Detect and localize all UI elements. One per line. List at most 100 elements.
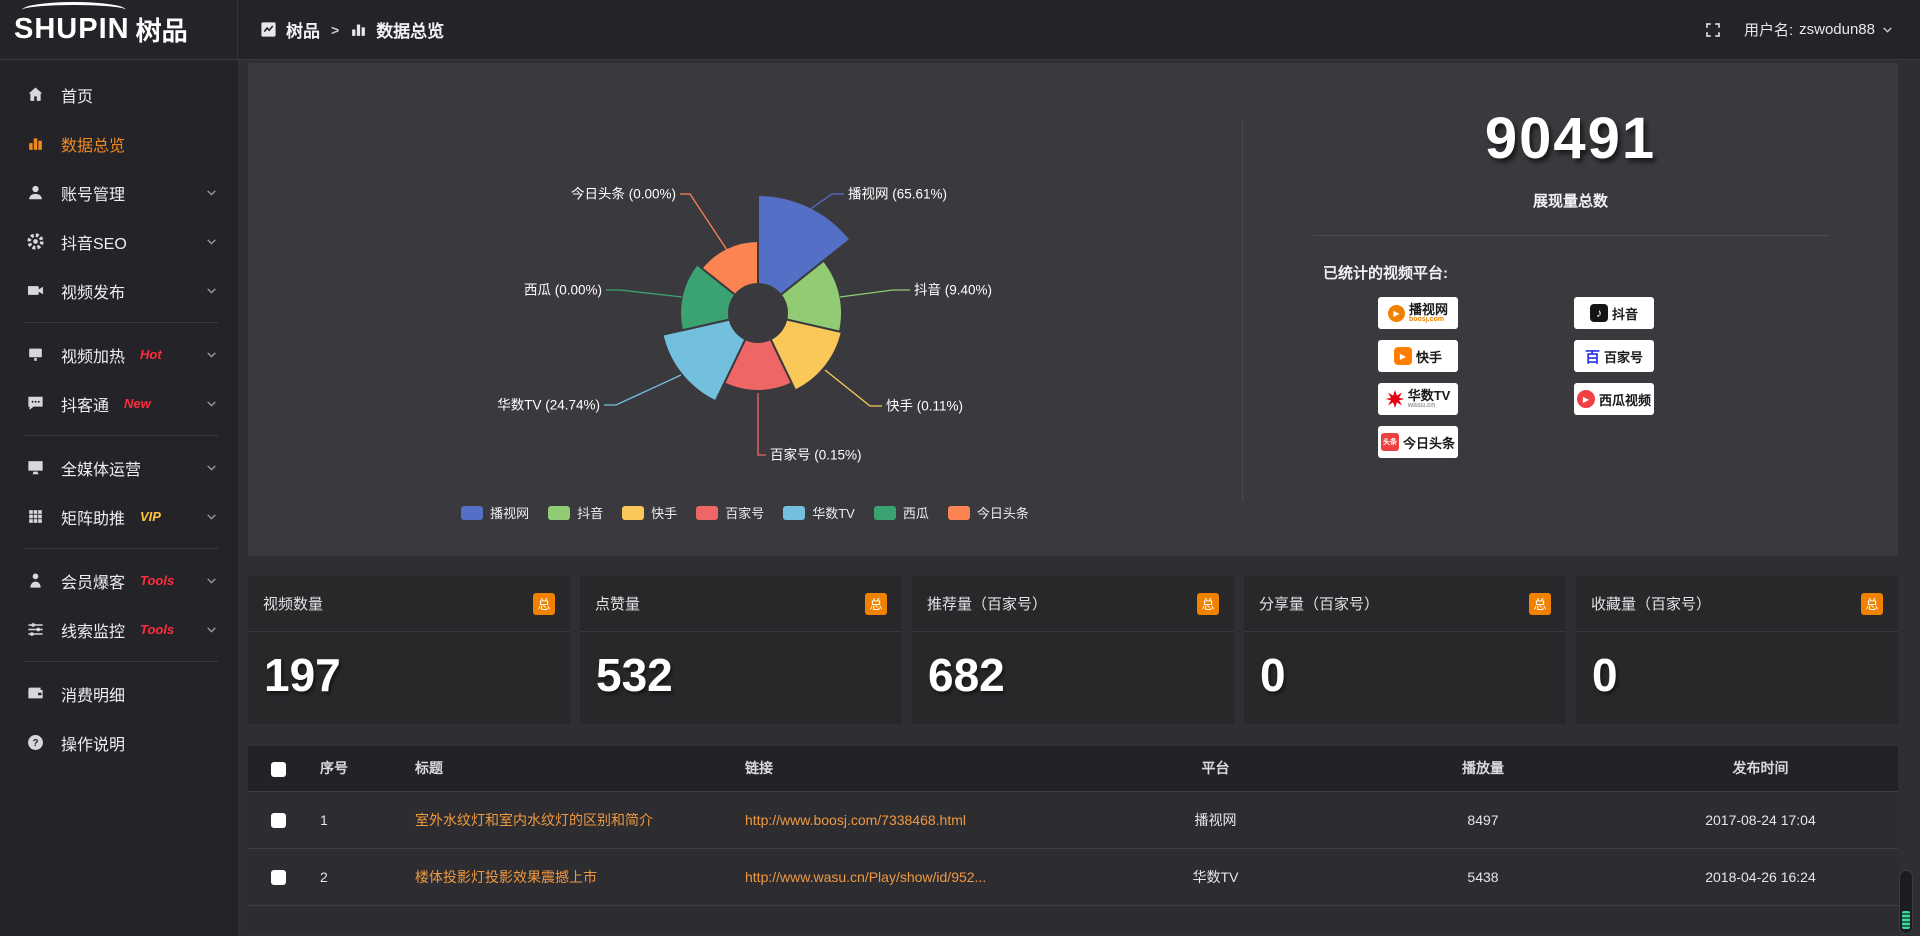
pie-label-百家号: 百家号 (0.15%) [770,447,862,463]
row-checkbox[interactable] [270,812,286,828]
chevron-down-icon [205,623,218,636]
legend-swatch [873,505,896,520]
chat-icon [26,394,45,413]
videos-table: 序号 标题 链接 平台 播放量 发布时间 1 室外水纹灯和室内水纹灯的区别和简介 http:/… [248,746,1898,931]
select-all-checkbox[interactable] [270,761,286,777]
pie-leader-line [606,289,683,298]
sidebar-item-会员爆客[interactable]: 会员爆客 Tools [0,556,238,605]
stat-card-title: 收藏量（百家号） [1591,596,1712,613]
legend-label: 西瓜 [902,506,929,521]
chevron-down-icon [205,510,218,523]
panel-divider [1242,118,1243,501]
legend-swatch [783,505,806,520]
video-url-link[interactable]: http://www.boosj.com/7338468.html [733,790,1088,848]
stat-card-收藏量（百家号）: 收藏量（百家号） 总 0 [1576,576,1898,724]
user-menu[interactable]: 用户名: zswodun88 [1744,19,1894,40]
breadcrumb-root[interactable]: 树品 [286,22,320,41]
video-icon [26,281,45,300]
home-icon [26,85,45,104]
legend-swatch [696,505,719,520]
platform-badge-今日头条: 头条 今日头条 [1378,426,1458,458]
fullscreen-icon[interactable] [1704,21,1722,39]
video-url-link[interactable]: http://www.wasu.cn/Play/show/id/952... [733,847,1088,905]
sidebar-item-视频发布[interactable]: 视频发布 [0,266,238,315]
publish-time-cell: 2018-04-26 16:24 [1623,847,1898,905]
video-title-link[interactable]: 室外水纹灯和室内水纹灯的区别和简介 [403,790,733,848]
video-title-link[interactable]: 楼体投影灯投影效果震撼上市 [403,847,733,905]
sidebar-item-消费明细[interactable]: 消费明细 [0,669,238,718]
member-icon [26,571,45,590]
legend-label: 播视网 [490,506,530,521]
pie-leader-line [839,289,910,298]
pie-leader-line [824,369,882,407]
chevron-down-icon [205,235,218,248]
platform-badge-抖音: ♪ 抖音 [1574,297,1654,329]
impressions-total-label: 展现量总数 [1532,193,1608,210]
heat-icon [26,345,45,364]
sidebar-divider [24,548,218,549]
stat-card-value: 532 [596,649,673,701]
chart-icon [26,134,45,153]
column-header-链接: 链接 [733,746,1088,791]
sidebar-item-抖音SEO[interactable]: 抖音SEO [0,217,238,266]
platforms-label: 已统计的视频平台: [1323,265,1448,282]
sidebar-divider [24,322,218,323]
sidebar-item-label: 会员爆客 [61,574,126,592]
username-label: 用户名: [1743,22,1794,39]
sidebar-item-全媒体运营[interactable]: 全媒体运营 [0,443,238,492]
row-checkbox[interactable] [270,869,286,885]
sidebar-item-首页[interactable]: 首页 [0,70,238,119]
stat-card-视频数量: 视频数量 总 197 [248,576,570,724]
summary-divider [1313,235,1828,236]
breadcrumb-current[interactable]: 数据总览 [376,22,445,41]
chevron-down-icon [205,397,218,410]
platform-badges: ▶ 播视网 boosj.com ♪ 抖音 ▶ 快手百百家号 华数TV wasu.cn ▶ 西瓜视频头… [1378,297,1898,458]
pie-label-抖音: 抖音 (9.40%) [914,282,992,298]
select-all-header [248,746,308,791]
chart-legend: 播视网 抖音 快手 百家号 华数TV 西瓜 今日头条 [248,503,1242,522]
platform-badge-播视网: ▶ 播视网 boosj.com [1378,297,1458,329]
sidebar-item-视频加热[interactable]: 视频加热 Hot [0,330,238,379]
topbar: SHUPIN 树品 树品 > 数据总览 用户名: zswodun88 [0,0,1920,60]
scrollbar-thumb[interactable] [1902,911,1910,929]
column-header-序号: 序号 [308,746,403,791]
legend-item-今日头条[interactable]: 今日头条 [947,503,1029,522]
sidebar-badge: New [124,396,151,411]
pie-leader-line [680,193,728,251]
stat-card-点赞量: 点赞量 总 532 [580,576,902,724]
row-index: 2 [308,847,403,905]
chevron-down-icon [205,574,218,587]
legend-label: 百家号 [725,506,765,521]
legend-item-快手[interactable]: 快手 [622,503,677,522]
legend-item-百家号[interactable]: 百家号 [696,503,764,522]
stat-card-value: 197 [264,649,341,701]
pie-leader-line [808,193,844,211]
platform-badge-text: 抖音 [1611,306,1638,322]
legend-item-播视网[interactable]: 播视网 [461,503,529,522]
sidebar-item-抖客通[interactable]: 抖客通 New [0,379,238,428]
pie-slice-播视网[interactable] [757,193,852,316]
xigua-logo-icon: ▶ [1576,390,1595,408]
pie-slice-百家号[interactable] [722,310,794,393]
sidebar-item-线索监控[interactable]: 线索监控 Tools [0,605,238,654]
platform-badge-text: 快手 [1415,349,1442,365]
column-header-发布时间: 发布时间 [1623,746,1898,791]
column-header-标题: 标题 [403,746,733,791]
pie-leader-line [757,393,766,456]
sidebar-item-账号管理[interactable]: 账号管理 [0,168,238,217]
wasu-logo-icon [1385,390,1404,408]
legend-item-抖音[interactable]: 抖音 [548,503,603,522]
pie-slice-华数TV[interactable] [661,311,760,403]
platform-badge-text: 播视网 boosj.com [1408,301,1448,324]
sidebar-item-数据总览[interactable]: 数据总览 [0,119,238,168]
legend-item-西瓜[interactable]: 西瓜 [873,503,929,522]
sidebar-item-label: 视频发布 [61,284,126,302]
sidebar-item-label: 线索监控 [61,623,126,641]
impressions-summary: 90491 展现量总数 已统计的视频平台: ▶ 播视网 boosj.com ♪ 抖音 ▶ 快… [1243,63,1898,556]
legend-label: 快手 [651,506,678,521]
sidebar-item-操作说明[interactable]: ? 操作说明 [0,718,238,767]
sidebar-item-矩阵助推[interactable]: 矩阵助推 VIP [0,492,238,541]
legend-item-华数TV[interactable]: 华数TV [783,503,855,522]
legend-label: 今日头条 [976,506,1029,521]
toutiao-logo-icon: 头条 [1380,433,1399,451]
